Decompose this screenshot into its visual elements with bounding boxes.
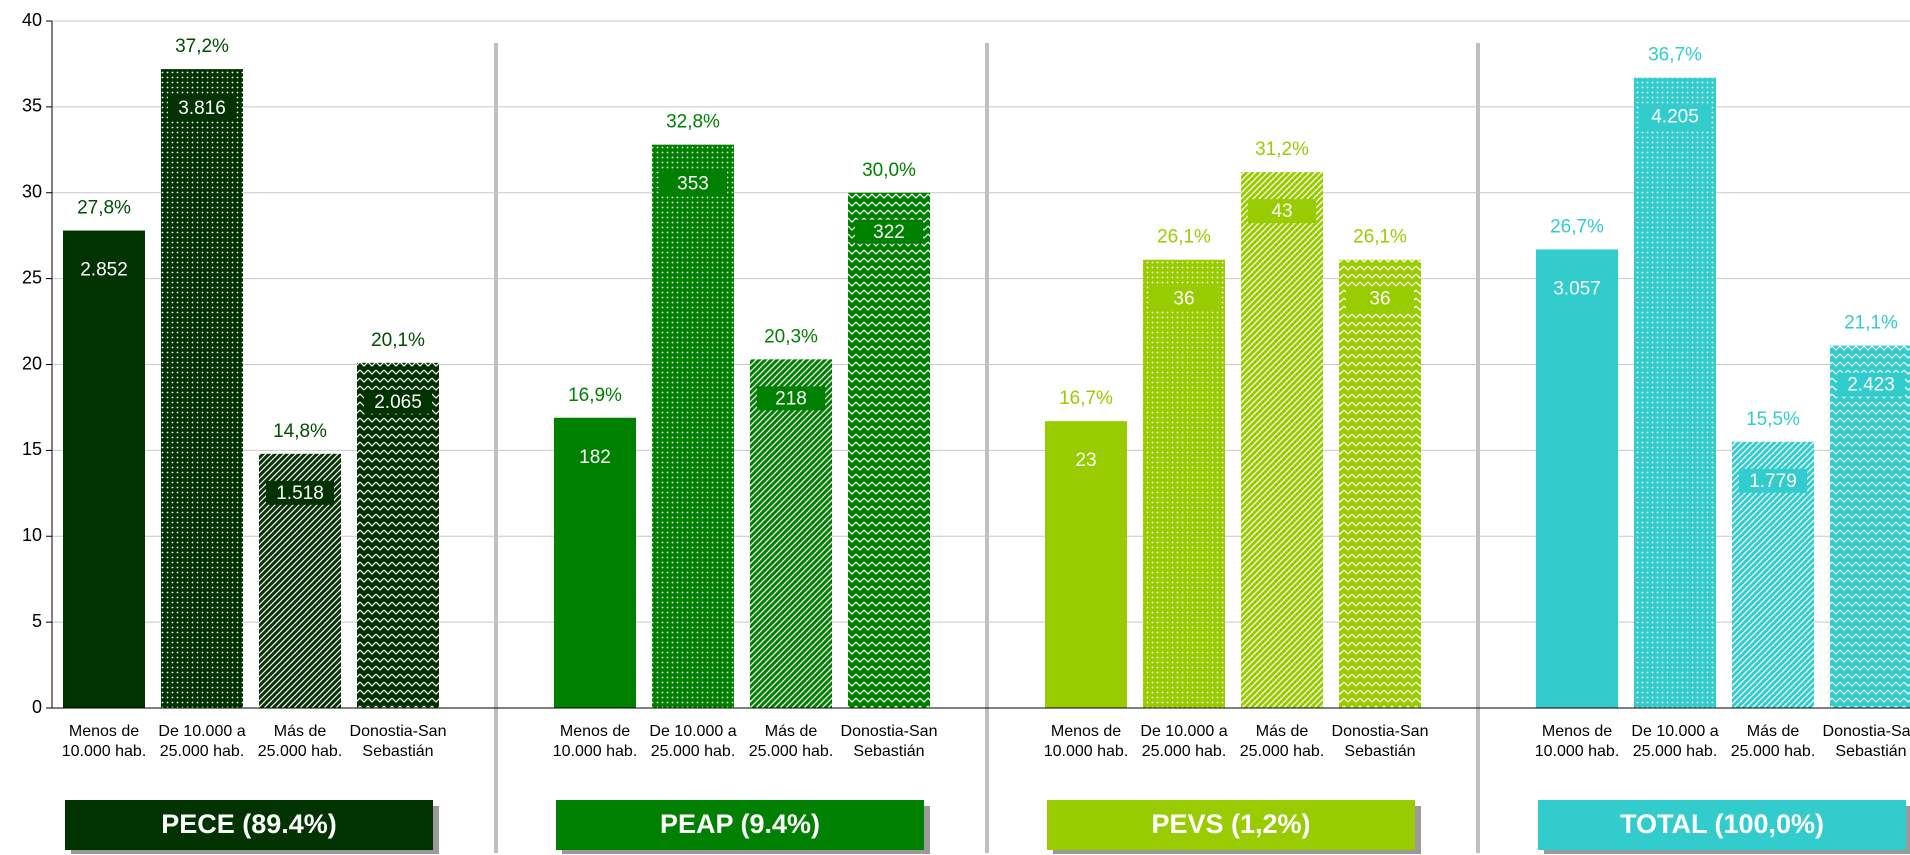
count-label-bg — [1248, 199, 1316, 224]
value-label: 26,1% — [1157, 227, 1211, 248]
bar — [1536, 249, 1618, 709]
count-label: 2.065 — [374, 392, 422, 413]
count-label-bg — [1641, 104, 1709, 129]
value-label: 14,8% — [273, 421, 327, 442]
count-label: 36 — [1369, 289, 1390, 310]
count-label: 182 — [579, 447, 611, 468]
x-tick-label: Donostia-San Sebastián — [1822, 723, 1910, 760]
count-label-bg — [266, 480, 334, 505]
bar — [357, 362, 439, 708]
group-box — [556, 800, 924, 850]
x-tick-label: Más de 25.000 hab. — [257, 723, 343, 760]
x-tick-label: Donostia-San Sebastián — [1331, 723, 1429, 760]
bar — [750, 359, 832, 708]
count-label: 353 — [677, 174, 709, 195]
y-tick-label: 20 — [22, 353, 42, 373]
y-tick-label: 30 — [22, 182, 42, 202]
group-label: PEVS (1,2%) — [1151, 809, 1310, 839]
count-label: 218 — [775, 388, 807, 409]
count-label: 4.205 — [1651, 107, 1699, 128]
x-tick-label: Menos de 10.000 hab. — [61, 723, 147, 760]
count-label: 43 — [1271, 201, 1292, 222]
bar — [1143, 259, 1225, 708]
value-label: 16,7% — [1059, 388, 1113, 409]
y-tick-label: 25 — [22, 267, 42, 287]
count-label-bg — [855, 219, 923, 244]
count-label: 1.779 — [1749, 471, 1797, 492]
group-box — [1538, 800, 1906, 850]
bar — [1634, 77, 1716, 709]
count-label-bg — [1739, 468, 1807, 493]
value-label: 16,9% — [568, 385, 622, 406]
count-label-bg — [1346, 286, 1414, 311]
count-label: 2.423 — [1847, 375, 1895, 396]
value-label: 27,8% — [77, 198, 131, 219]
y-tick-label: 40 — [22, 10, 42, 30]
count-label-bg — [1837, 372, 1905, 397]
group-label: TOTAL (100,0%) — [1620, 809, 1824, 839]
value-label: 15,5% — [1746, 409, 1800, 430]
y-tick-label: 10 — [22, 525, 42, 545]
value-label: 26,1% — [1353, 227, 1407, 248]
group-box — [1047, 800, 1415, 850]
x-tick-label: Menos de 10.000 hab. — [552, 723, 638, 760]
value-label: 30,0% — [862, 160, 916, 181]
value-label: 20,1% — [371, 330, 425, 351]
bar — [554, 417, 636, 708]
y-tick-label: 0 — [32, 697, 42, 717]
group-box — [65, 800, 433, 850]
x-tick-label: Menos de 10.000 hab. — [1043, 723, 1129, 760]
bar — [1241, 172, 1323, 708]
x-tick-label: Más de 25.000 hab. — [1730, 723, 1816, 760]
bar — [161, 69, 243, 709]
count-label: 3.057 — [1553, 278, 1601, 299]
value-label: 36,7% — [1648, 45, 1702, 66]
x-tick-label: De 10.000 a 25.000 hab. — [649, 723, 737, 760]
bar — [1339, 259, 1421, 708]
value-label: 20,3% — [764, 326, 818, 347]
value-label: 32,8% — [666, 112, 720, 133]
value-label: 26,7% — [1550, 216, 1604, 237]
count-label-bg — [1150, 286, 1218, 311]
count-label: 2.852 — [80, 260, 128, 281]
group-label: PECE (89.4%) — [161, 809, 337, 839]
x-tick-label: De 10.000 a 25.000 hab. — [1631, 723, 1719, 760]
x-tick-label: Más de 25.000 hab. — [748, 723, 834, 760]
bar — [1045, 421, 1127, 708]
x-tick-label: Más de 25.000 hab. — [1239, 723, 1325, 760]
count-label: 322 — [873, 222, 905, 243]
x-tick-label: Donostia-San Sebastián — [840, 723, 938, 760]
count-label: 3.816 — [178, 98, 226, 119]
group-label: PEAP (9.4%) — [660, 809, 820, 839]
x-tick-label: De 10.000 a 25.000 hab. — [158, 723, 246, 760]
count-label: 1.518 — [276, 483, 324, 504]
bar — [848, 192, 930, 708]
count-label-bg — [364, 389, 432, 414]
x-tick-label: Menos de 10.000 hab. — [1534, 723, 1620, 760]
bar — [652, 144, 734, 708]
value-label: 31,2% — [1255, 139, 1309, 160]
count-label-bg — [659, 171, 727, 196]
count-label: 36 — [1173, 289, 1194, 310]
y-tick-label: 35 — [22, 96, 42, 116]
bar — [1830, 345, 1910, 708]
count-label: 23 — [1075, 450, 1096, 471]
x-tick-label: De 10.000 a 25.000 hab. — [1140, 723, 1228, 760]
count-label-bg — [757, 386, 825, 411]
count-label-bg — [168, 96, 236, 121]
value-label: 37,2% — [175, 36, 229, 57]
value-label: 21,1% — [1844, 313, 1898, 334]
bar — [63, 230, 145, 708]
x-tick-label: Donostia-San Sebastián — [349, 723, 447, 760]
y-tick-label: 15 — [22, 439, 42, 459]
y-tick-label: 5 — [32, 611, 42, 631]
